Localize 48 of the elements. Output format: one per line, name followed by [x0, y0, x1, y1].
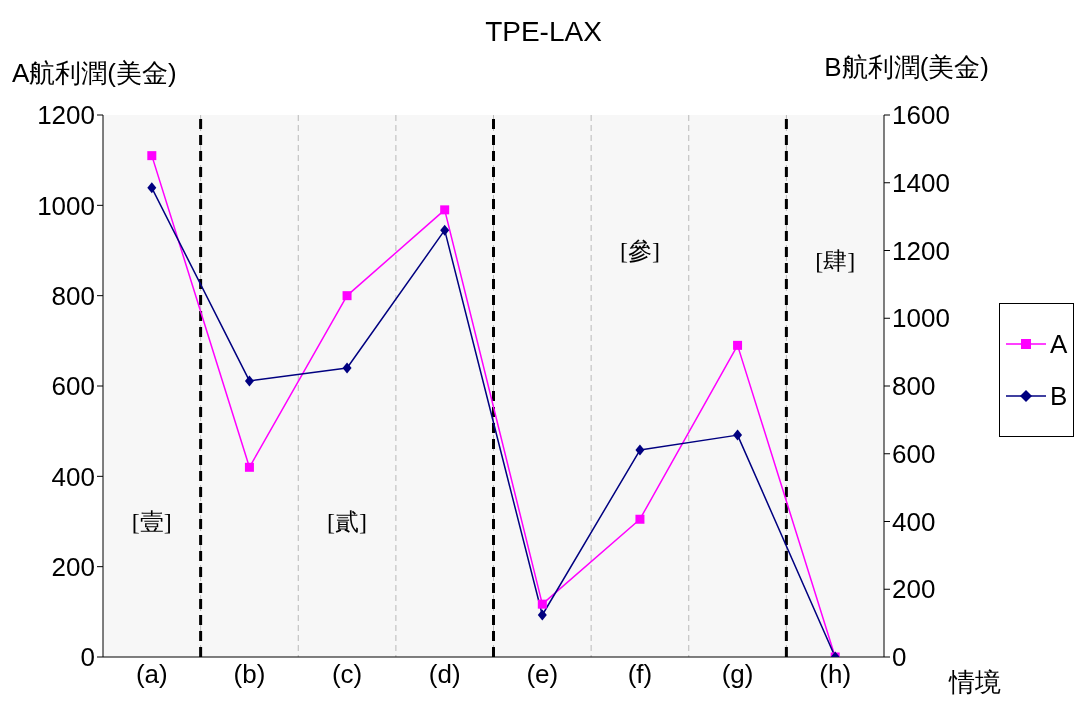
x-tick-label: (d): [428, 659, 461, 690]
band-label: [壹]: [131, 507, 172, 537]
y2-tick-label: 400: [892, 506, 936, 537]
y2-tick-label: 1400: [892, 167, 950, 198]
point: [342, 291, 352, 301]
x-axis-title: 情境: [949, 666, 1001, 699]
band-label: [肆]: [815, 247, 856, 277]
y-tick-label: 0: [80, 642, 95, 673]
point: [147, 151, 157, 161]
legend-label: A: [1050, 328, 1068, 360]
y-axis-title: A航利潤(美金): [12, 57, 177, 90]
band-label: [參]: [619, 236, 660, 266]
y2-tick-label: 800: [892, 371, 936, 402]
y-tick-label: 1200: [37, 100, 95, 131]
x-tick-label: (f): [627, 659, 653, 690]
point: [537, 609, 547, 621]
point: [440, 224, 450, 236]
x-tick-label: (c): [331, 659, 363, 690]
x-tick-label: (e): [526, 659, 559, 690]
y2-tick-label: 0: [892, 642, 907, 673]
legend-label: B: [1050, 380, 1068, 412]
point: [537, 599, 547, 609]
x-tick-label: (g): [721, 659, 754, 690]
point: [147, 182, 157, 194]
y-tick-label: 400: [51, 461, 95, 492]
y-tick-label: 800: [51, 280, 95, 311]
y2-tick-label: 1600: [892, 100, 950, 131]
point: [440, 205, 450, 215]
y2-axis-title: B航利潤(美金): [824, 51, 989, 84]
y-tick-label: 200: [51, 551, 95, 582]
point: [635, 514, 645, 524]
y-tick-label: 600: [51, 371, 95, 402]
point: [733, 340, 743, 350]
point: [244, 462, 254, 472]
x-tick-label: (a): [135, 659, 168, 690]
point: [342, 362, 352, 374]
x-tick-label: (b): [233, 659, 266, 690]
point: [635, 444, 645, 456]
y2-tick-label: 1200: [892, 235, 950, 266]
y2-tick-label: 600: [892, 438, 936, 469]
x-tick-label: (h): [819, 659, 852, 690]
chart-title: TPE-LAX: [484, 16, 603, 48]
band-label: [貳]: [327, 507, 368, 537]
point: [244, 375, 254, 387]
point: [733, 429, 743, 441]
y-tick-label: 1000: [37, 190, 95, 221]
y2-tick-label: 200: [892, 574, 936, 605]
y2-tick-label: 1000: [892, 303, 950, 334]
